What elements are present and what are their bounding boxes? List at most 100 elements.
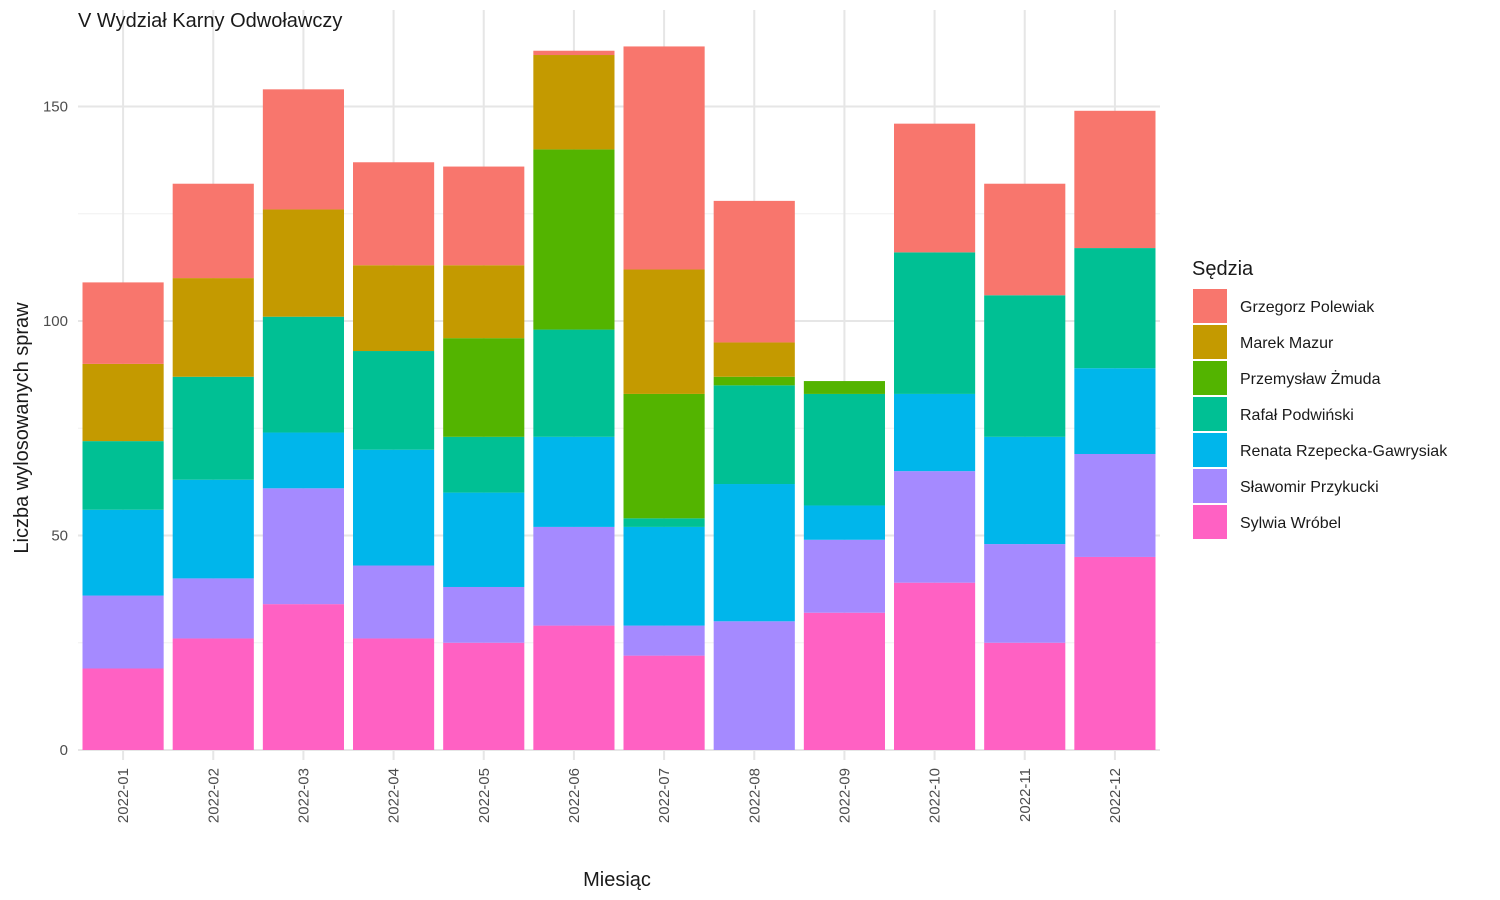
y-tick-label: 50	[51, 528, 68, 545]
legend-label: Przemysław Żmuda	[1240, 369, 1381, 388]
bar-segment	[894, 393, 976, 472]
bar-segment	[443, 586, 525, 643]
bar-segment	[172, 578, 254, 639]
bar-segment	[713, 484, 795, 622]
bar-segment	[623, 526, 705, 626]
legend-label: Grzegorz Polewiak	[1240, 299, 1375, 316]
x-tick-label: 2022-06	[566, 768, 583, 823]
bar-segment	[623, 625, 705, 656]
bars	[82, 46, 1156, 750]
bar-segment	[262, 432, 344, 489]
bar-segment	[713, 385, 795, 485]
bar-segment	[262, 89, 344, 210]
bar-segment	[803, 612, 885, 750]
bar-segment	[172, 278, 254, 377]
bar-segment	[894, 123, 976, 253]
legend-swatch	[1193, 397, 1227, 431]
bar-segment	[82, 282, 164, 364]
bar-segment	[894, 471, 976, 583]
bar-segment	[353, 449, 435, 566]
bar-segment	[172, 376, 254, 480]
bar-segment	[533, 50, 615, 56]
bar-segment	[443, 642, 525, 750]
bar-segment	[984, 183, 1066, 296]
legend-swatch	[1193, 325, 1227, 359]
x-tick-label: 2022-09	[836, 768, 853, 823]
bar-segment	[353, 162, 435, 266]
bar-segment	[533, 436, 615, 527]
y-axis-ticks: 0 50 100 150	[43, 99, 68, 760]
bar-segment	[262, 316, 344, 433]
bar-segment	[623, 655, 705, 750]
bar-segment	[172, 183, 254, 279]
bar-segment	[803, 381, 885, 394]
x-tick-label: 2022-04	[386, 768, 403, 823]
bar-segment	[623, 393, 705, 519]
bar-segment	[82, 668, 164, 750]
bar-segment	[82, 441, 164, 510]
legend-swatch	[1193, 469, 1227, 503]
legend-label: Marek Mazur	[1240, 335, 1334, 352]
bar-segment	[533, 149, 615, 330]
legend-label: Sławomir Przykucki	[1240, 479, 1379, 496]
x-tick-label: 2022-02	[205, 768, 222, 823]
bar-segment	[803, 393, 885, 506]
bar-segment	[713, 342, 795, 377]
bar-segment	[262, 209, 344, 317]
bar-segment	[623, 518, 705, 527]
chart-title: V Wydział Karny Odwoławczy	[78, 10, 342, 32]
legend-label: Sylwia Wróbel	[1240, 515, 1341, 532]
bar-segment	[984, 436, 1066, 545]
bar-segment	[1074, 248, 1156, 369]
bar-segment	[353, 265, 435, 352]
bar-segment	[803, 505, 885, 540]
bar-segment	[172, 479, 254, 579]
legend-swatch	[1193, 433, 1227, 467]
legend-swatch	[1193, 289, 1227, 323]
x-tick-label: 2022-03	[295, 768, 312, 823]
bar-segment	[894, 252, 976, 394]
x-tick-label: 2022-10	[927, 768, 944, 823]
bar-segment	[533, 329, 615, 437]
bar-segment	[82, 509, 164, 596]
y-tick-label: 0	[60, 742, 68, 759]
bar-segment	[443, 436, 525, 493]
x-tick-label: 2022-12	[1107, 768, 1124, 823]
legend-label: Rafał Podwiński	[1240, 407, 1354, 424]
x-tick-label: 2022-05	[476, 768, 493, 823]
x-tick-label: 2022-01	[115, 768, 132, 823]
bar-segment	[443, 338, 525, 437]
bar-segment	[984, 544, 1066, 643]
legend-swatch	[1193, 361, 1227, 395]
legend: Sędzia Grzegorz Polewiak Marek Mazur Przem…	[1192, 258, 1448, 539]
bar-segment	[262, 604, 344, 750]
bar-segment	[1074, 368, 1156, 454]
bar-segment	[443, 492, 525, 587]
bar-segment	[172, 638, 254, 750]
bar-segment	[894, 582, 976, 750]
bar-segment	[443, 166, 525, 266]
bar-segment	[713, 200, 795, 343]
bar-segment	[713, 376, 795, 386]
bar-segment	[533, 55, 615, 150]
x-tick-label: 2022-07	[656, 768, 673, 823]
bar-segment	[1074, 556, 1156, 750]
bar-segment	[353, 351, 435, 450]
y-tick-label: 100	[43, 313, 68, 330]
bar-segment	[1074, 110, 1156, 249]
x-axis-title: Miesiąc	[583, 869, 651, 891]
bar-segment	[533, 625, 615, 750]
y-tick-label: 150	[43, 99, 68, 116]
bar-segment	[984, 642, 1066, 750]
bar-segment	[803, 539, 885, 613]
x-tick-label: 2022-08	[746, 768, 763, 823]
legend-title: Sędzia	[1192, 258, 1254, 280]
bar-segment	[353, 565, 435, 639]
bar-segment	[533, 526, 615, 626]
x-axis-ticks: 2022-01 2022-02 2022-03 2022-04 2022-05 2022-…	[115, 768, 1124, 823]
x-tick-label: 2022-11	[1017, 768, 1034, 822]
bar-segment	[623, 46, 705, 270]
legend-swatch	[1193, 505, 1227, 539]
